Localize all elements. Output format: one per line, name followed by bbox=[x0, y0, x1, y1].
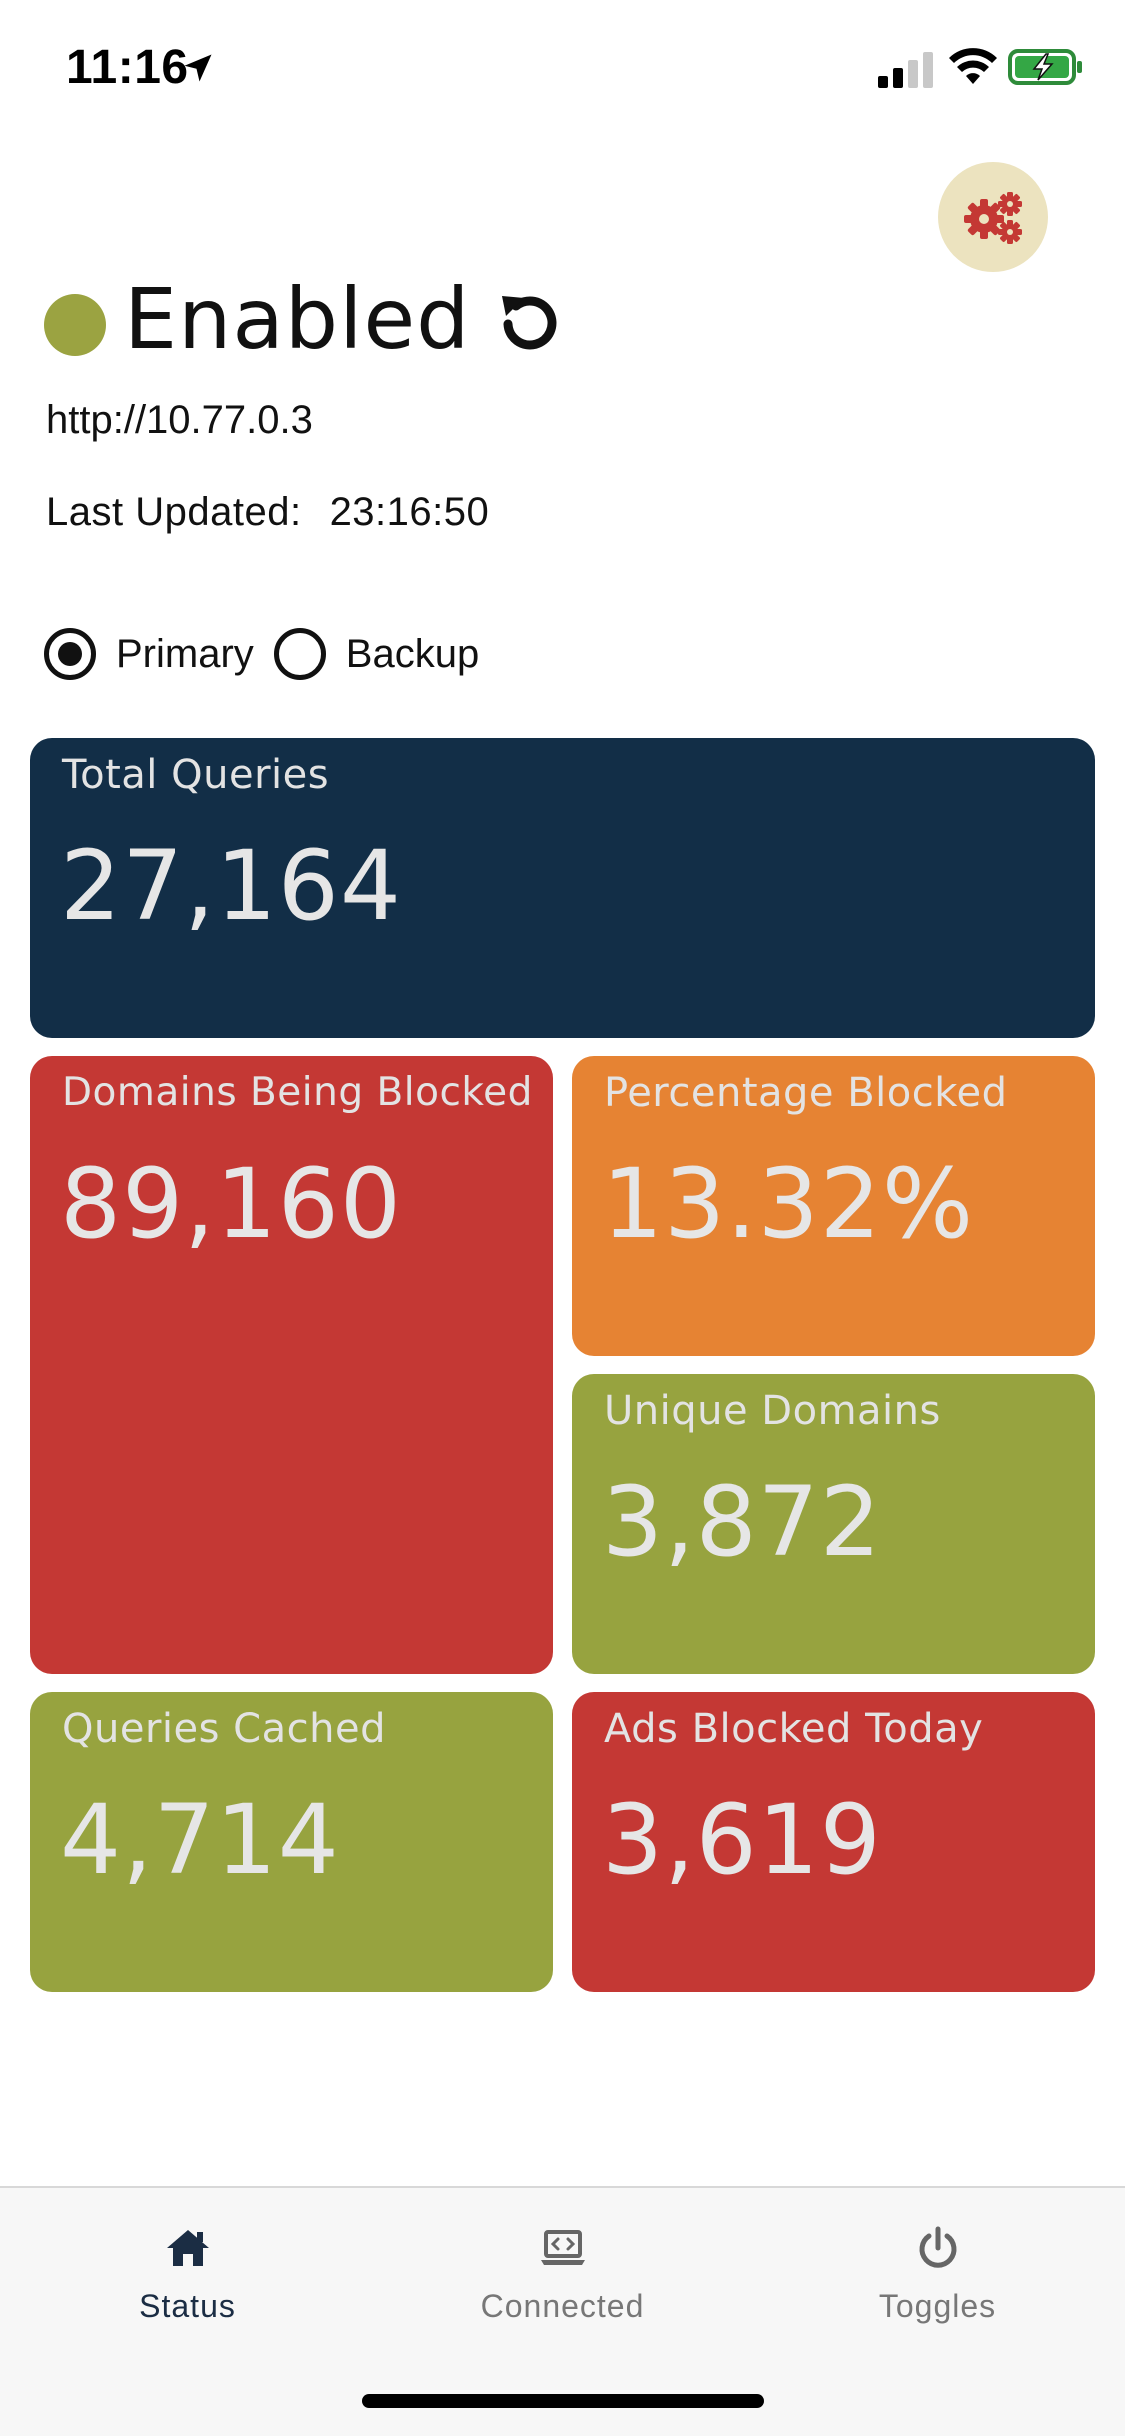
home-indicator bbox=[362, 2394, 764, 2408]
battery-charging-icon bbox=[1008, 49, 1082, 85]
refresh-icon[interactable] bbox=[494, 286, 564, 356]
tab-connected[interactable]: Connected bbox=[375, 2188, 750, 2368]
radio-backup[interactable]: Backup bbox=[273, 628, 480, 680]
radio-primary[interactable]: Primary bbox=[44, 628, 254, 680]
last-updated: Last Updated: 23:16:50 bbox=[46, 490, 489, 535]
status-time: 11:16 bbox=[66, 41, 189, 94]
radio-button-unchecked[interactable] bbox=[273, 628, 326, 680]
tile-value: 3,872 bbox=[602, 1466, 882, 1578]
radio-label-primary: Primary bbox=[116, 631, 254, 676]
status-title: Enabled bbox=[124, 270, 471, 368]
tab-toggles[interactable]: Toggles bbox=[750, 2188, 1125, 2368]
gears-icon bbox=[964, 192, 1022, 244]
tile-label: Queries Cached bbox=[62, 1706, 386, 1752]
last-updated-value: 23:16:50 bbox=[329, 490, 490, 534]
tile-total-queries: Total Queries 27,164 bbox=[30, 738, 1095, 1038]
tab-label-toggles: Toggles bbox=[878, 2288, 997, 2324]
laptop-code-icon bbox=[540, 2230, 585, 2265]
server-radio-group: Primary Backup bbox=[44, 626, 499, 682]
tab-status[interactable]: Status bbox=[0, 2188, 375, 2368]
tile-label: Domains Being Blocked bbox=[62, 1070, 533, 1115]
tile-ads-blocked-today: Ads Blocked Today 3,619 bbox=[572, 1692, 1095, 1992]
tab-label-connected: Connected bbox=[480, 2288, 645, 2324]
tile-value: 3,619 bbox=[602, 1784, 882, 1896]
server-url: http://10.77.0.3 bbox=[46, 398, 313, 442]
wifi-icon bbox=[949, 48, 997, 84]
tile-label: Total Queries bbox=[62, 752, 330, 798]
tile-unique-domains: Unique Domains 3,872 bbox=[572, 1374, 1095, 1674]
location-arrow-icon bbox=[184, 54, 212, 82]
tile-value: 89,160 bbox=[60, 1148, 402, 1260]
tab-label-status: Status bbox=[139, 2288, 236, 2324]
settings-button[interactable] bbox=[938, 162, 1048, 272]
tile-value: 13.32% bbox=[602, 1148, 975, 1260]
status-bar: 11:16 bbox=[0, 0, 1125, 132]
bottom-tab-bar: Status Connected Toggles bbox=[0, 2186, 1125, 2436]
radio-button-checked[interactable] bbox=[44, 628, 96, 680]
cellular-signal-icon bbox=[878, 52, 933, 88]
tile-value: 4,714 bbox=[60, 1784, 340, 1896]
status-indicator-dot bbox=[44, 294, 106, 356]
radio-label-backup: Backup bbox=[345, 631, 480, 676]
tile-label: Ads Blocked Today bbox=[604, 1706, 984, 1752]
home-icon bbox=[166, 2230, 209, 2266]
last-updated-label: Last Updated: bbox=[46, 490, 302, 534]
tile-value: 27,164 bbox=[60, 830, 402, 942]
power-icon bbox=[919, 2226, 956, 2268]
tile-percentage-blocked: Percentage Blocked 13.32% bbox=[572, 1056, 1095, 1356]
tile-label: Unique Domains bbox=[604, 1388, 941, 1434]
tile-queries-cached: Queries Cached 4,714 bbox=[30, 1692, 553, 1992]
tile-domains-being-blocked: Domains Being Blocked 89,160 bbox=[30, 1056, 553, 1674]
tile-label: Percentage Blocked bbox=[604, 1070, 1008, 1116]
